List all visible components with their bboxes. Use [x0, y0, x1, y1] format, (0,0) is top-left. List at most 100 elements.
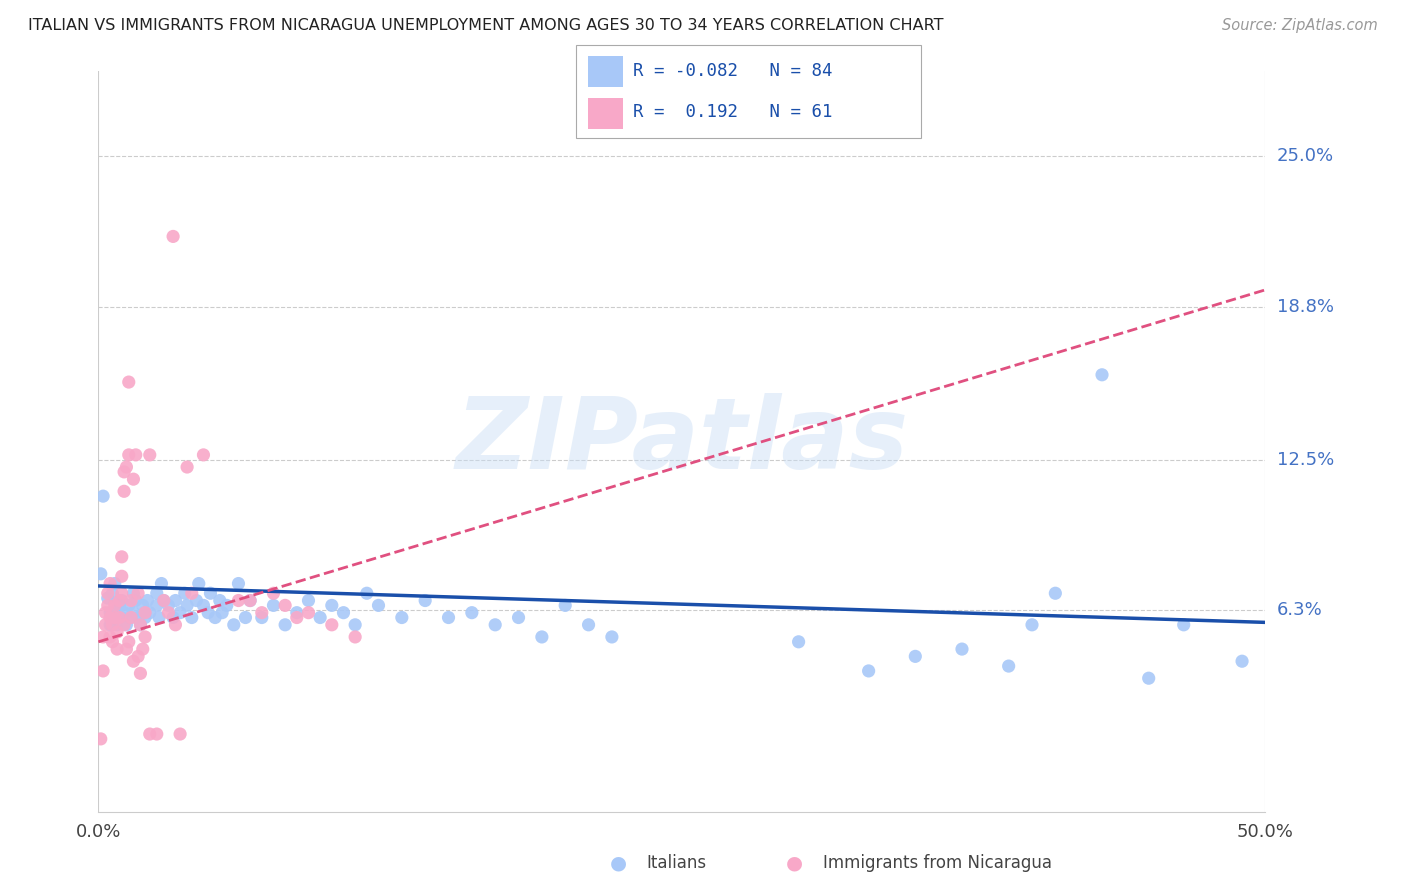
Point: [787, 635, 810, 649]
Point: [180, 610, 202, 624]
Point: [222, 617, 245, 632]
Point: [122, 586, 145, 600]
Point: [211, 606, 233, 620]
Point: [197, 606, 219, 620]
Point: [146, 599, 169, 613]
Point: [136, 593, 159, 607]
Point: [1045, 586, 1067, 600]
Point: [148, 610, 170, 624]
Point: [152, 593, 174, 607]
Point: [120, 593, 142, 607]
Point: [108, 610, 131, 624]
Point: [187, 576, 209, 591]
Text: ●: ●: [786, 854, 803, 873]
Point: [578, 617, 600, 632]
Point: [134, 606, 156, 620]
Point: [139, 448, 162, 462]
Point: [120, 610, 142, 624]
Point: [554, 599, 576, 613]
Point: [262, 586, 284, 600]
Point: [108, 593, 131, 607]
Point: [98, 606, 121, 620]
Point: [165, 593, 187, 607]
Point: [437, 610, 460, 624]
Point: [274, 599, 297, 613]
Point: [127, 586, 149, 600]
Point: [122, 654, 145, 668]
Point: [127, 610, 149, 624]
Point: [157, 599, 180, 613]
Point: [152, 593, 174, 607]
Point: [98, 576, 121, 591]
Point: [115, 642, 138, 657]
Text: Source: ZipAtlas.com: Source: ZipAtlas.com: [1222, 18, 1378, 33]
Point: [356, 586, 378, 600]
Point: [112, 465, 135, 479]
Point: [97, 586, 120, 600]
FancyBboxPatch shape: [588, 56, 623, 87]
Point: [1021, 617, 1043, 632]
Point: [1137, 671, 1160, 685]
Point: [165, 617, 187, 632]
Point: [101, 586, 124, 600]
Point: [122, 472, 145, 486]
Point: [98, 617, 121, 632]
Point: [129, 666, 152, 681]
Point: [508, 610, 530, 624]
Text: ZIPatlas: ZIPatlas: [456, 393, 908, 490]
Point: [120, 610, 142, 624]
Point: [105, 642, 128, 657]
Point: [115, 617, 138, 632]
Point: [127, 649, 149, 664]
Point: [125, 593, 148, 607]
Point: [297, 593, 319, 607]
Point: [200, 586, 222, 600]
Point: [105, 625, 128, 640]
Point: [162, 610, 184, 624]
Point: [162, 229, 184, 244]
Point: [90, 566, 112, 581]
Point: [98, 610, 121, 624]
Point: [176, 599, 198, 613]
Point: [129, 617, 152, 632]
FancyBboxPatch shape: [588, 98, 623, 129]
Point: [91, 664, 114, 678]
Point: [115, 460, 138, 475]
Point: [157, 606, 180, 620]
Point: [250, 606, 273, 620]
Point: [125, 448, 148, 462]
Point: [367, 599, 389, 613]
Text: 6.3%: 6.3%: [1277, 601, 1322, 619]
Point: [186, 593, 208, 607]
Point: [235, 610, 257, 624]
Text: 25.0%: 25.0%: [1277, 147, 1334, 165]
Point: [484, 617, 506, 632]
Point: [139, 606, 162, 620]
Text: 18.8%: 18.8%: [1277, 298, 1333, 316]
Point: [297, 606, 319, 620]
Text: R = -0.082   N = 84: R = -0.082 N = 84: [633, 62, 832, 79]
Point: [112, 617, 135, 632]
Text: R =  0.192   N = 61: R = 0.192 N = 61: [633, 103, 832, 121]
Point: [344, 630, 367, 644]
Point: [239, 593, 262, 607]
Point: [134, 610, 156, 624]
Point: [104, 610, 127, 624]
Point: [1091, 368, 1114, 382]
Point: [146, 586, 169, 600]
Point: [239, 593, 262, 607]
Point: [111, 569, 134, 583]
Point: [91, 630, 114, 644]
Text: Italians: Italians: [647, 855, 707, 872]
Point: [950, 642, 973, 657]
Point: [97, 599, 120, 613]
Point: [344, 617, 367, 632]
Point: [134, 606, 156, 620]
Point: [118, 375, 141, 389]
Point: [134, 630, 156, 644]
Point: [94, 617, 117, 632]
Point: [228, 593, 250, 607]
Point: [122, 606, 145, 620]
Point: [105, 617, 128, 632]
Point: [1230, 654, 1253, 668]
